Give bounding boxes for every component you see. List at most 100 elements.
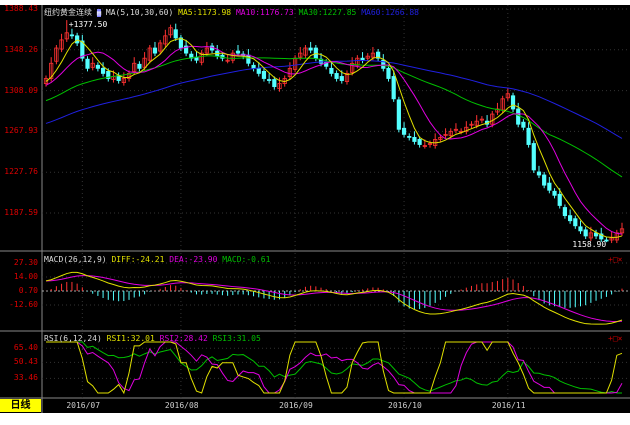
candle-body bbox=[562, 207, 568, 217]
ma-params: MA(5,10,30,60) bbox=[105, 8, 174, 17]
ma5-value: MA5:1173.98 bbox=[178, 8, 232, 17]
candle-body bbox=[303, 47, 308, 56]
candle-body bbox=[619, 228, 625, 234]
candle-body bbox=[355, 57, 360, 66]
candle-body bbox=[386, 67, 391, 79]
candle-body bbox=[168, 27, 173, 36]
candle-body bbox=[308, 47, 313, 51]
candle-body bbox=[401, 127, 407, 135]
candle-body bbox=[427, 143, 433, 145]
candle-body bbox=[376, 51, 381, 59]
rsi1-line bbox=[46, 341, 623, 395]
rsi-params: RSI(6,12,24) bbox=[44, 334, 102, 343]
candle-body bbox=[132, 62, 137, 72]
candle-body bbox=[396, 99, 401, 130]
candle-body bbox=[552, 190, 557, 196]
candle-body bbox=[479, 118, 484, 121]
macd-tick-label: 27.30 bbox=[13, 258, 38, 267]
candle-body bbox=[287, 67, 292, 77]
candle-body bbox=[59, 39, 64, 50]
candle-body bbox=[334, 73, 339, 79]
candle-body bbox=[448, 130, 453, 136]
date-tick-label: 2016/10 bbox=[388, 401, 422, 410]
rsi2-line bbox=[46, 341, 623, 394]
price-tick-label: 1267.93 bbox=[4, 126, 38, 136]
period-button[interactable]: 日线 bbox=[0, 399, 41, 412]
candle-body bbox=[370, 52, 376, 58]
candle-body bbox=[505, 93, 510, 99]
legend-macd: MACD(26,12,9) DIFF:-24.21 DEA:-23.90 MAC… bbox=[44, 255, 270, 265]
candle-body bbox=[246, 54, 251, 64]
candle-body bbox=[225, 59, 230, 62]
candle-body bbox=[438, 137, 443, 140]
legend-main: 纽约黄金连续 ▤ MA(5,10,30,60) MA5:1173.98 MA10… bbox=[44, 8, 419, 18]
candle-body bbox=[422, 145, 427, 147]
macd-params: MACD(26,12,9) bbox=[44, 255, 107, 264]
macd-tick-label: -12.60 bbox=[9, 300, 38, 309]
candle-body bbox=[365, 55, 370, 59]
rsi-panel-controls[interactable]: +□× bbox=[608, 334, 623, 343]
date-tick-label: 2016/08 bbox=[164, 401, 199, 410]
diff-line bbox=[45, 271, 623, 325]
price-tick-label: 1227.76 bbox=[4, 167, 38, 177]
candle-body bbox=[469, 123, 474, 126]
candle-body bbox=[350, 62, 355, 73]
candle-body bbox=[412, 137, 417, 142]
macd-tick-label: 0.70 bbox=[18, 286, 38, 295]
candle-body bbox=[199, 52, 204, 63]
date-tick-label: 2016/09 bbox=[279, 401, 313, 410]
candle-body bbox=[583, 229, 588, 237]
candle-body bbox=[464, 126, 469, 132]
rsi1-value: RSI1:32.01 bbox=[106, 334, 155, 343]
macd-panel-controls[interactable]: +□× bbox=[608, 255, 623, 264]
candle-body bbox=[142, 57, 147, 68]
ma60-value: MA60:1266.88 bbox=[361, 8, 419, 17]
candle-body bbox=[95, 64, 100, 69]
rsi3-value: RSI3:31.05 bbox=[212, 334, 261, 343]
candle-body bbox=[147, 47, 152, 61]
candle-body bbox=[267, 79, 272, 81]
candle-body bbox=[121, 78, 126, 83]
candle-body bbox=[568, 215, 573, 222]
legend-rsi: RSI(6,12,24) RSI1:32.01 RSI2:28.42 RSI3:… bbox=[44, 334, 261, 344]
candle-body bbox=[599, 233, 604, 240]
ma10-value: MA10:1176.73 bbox=[235, 8, 294, 17]
candle-body bbox=[85, 58, 90, 69]
ma30-value: MA30:1227.85 bbox=[298, 8, 357, 17]
price-tick-label: 1348.26 bbox=[4, 44, 38, 54]
candle-body bbox=[495, 108, 500, 113]
candle-body bbox=[344, 73, 350, 82]
rsi-tick-label: 50.43 bbox=[13, 357, 38, 367]
candle-body bbox=[235, 50, 241, 54]
high-annotation: +1377.50 bbox=[68, 20, 108, 29]
price-tick-label: 1187.59 bbox=[4, 208, 38, 217]
candle-body bbox=[547, 182, 552, 191]
rsi-tick-label: 33.46 bbox=[13, 373, 38, 383]
indicator-icon[interactable]: ▤ bbox=[96, 9, 102, 17]
candle-body bbox=[64, 32, 69, 40]
candle-body bbox=[391, 76, 396, 100]
candle-body bbox=[137, 63, 142, 69]
ma5-line bbox=[45, 37, 623, 238]
candle-body bbox=[573, 218, 578, 227]
low-annotation: 1158.90 bbox=[572, 240, 607, 250]
rsi-tick-label: 65.40 bbox=[13, 343, 38, 353]
candle-body bbox=[474, 120, 479, 126]
candle-body bbox=[272, 79, 277, 88]
candle-body bbox=[54, 47, 59, 62]
candle-body bbox=[531, 143, 536, 171]
price-tick-label: 1388.43 bbox=[4, 4, 38, 13]
candle-body bbox=[106, 70, 111, 79]
candle-body bbox=[516, 108, 521, 125]
candle-body bbox=[49, 62, 54, 79]
date-tick-label: 2016/07 bbox=[66, 401, 101, 410]
candle-body bbox=[277, 83, 282, 90]
candle-body bbox=[542, 174, 547, 186]
candle-body bbox=[578, 226, 583, 232]
candle-body bbox=[261, 70, 267, 79]
candle-body bbox=[604, 239, 609, 242]
candle-body bbox=[43, 78, 49, 84]
candle-body bbox=[609, 237, 614, 241]
ma30-line bbox=[45, 55, 623, 178]
